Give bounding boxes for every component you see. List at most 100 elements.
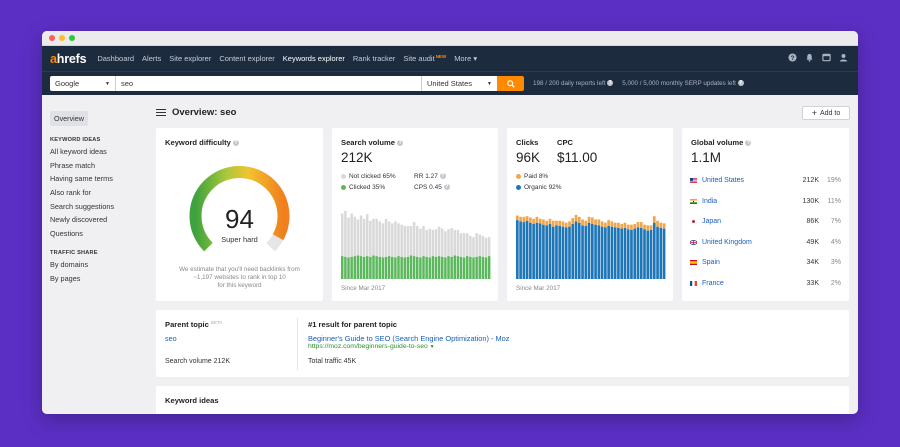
clicks-bar-paid[interactable] <box>597 219 601 226</box>
clicks-bar-organic[interactable] <box>597 225 601 279</box>
clicks-bar-organic[interactable] <box>623 227 627 279</box>
result-url[interactable]: https://moz.com/beginners-guide-to-seo ▼ <box>308 343 435 350</box>
nav-more[interactable]: More ▾ <box>454 54 478 63</box>
sv-bar-clicked[interactable] <box>437 256 441 279</box>
clicks-bar-paid[interactable] <box>581 219 584 226</box>
sv-bar-not-clicked[interactable] <box>369 220 372 257</box>
clicks-bar-paid[interactable] <box>558 220 562 226</box>
nav-site-audit[interactable]: Site auditNEW <box>403 54 447 63</box>
sv-bar-clicked[interactable] <box>378 256 382 279</box>
maximize-window-button[interactable] <box>69 35 75 41</box>
sv-bar-clicked[interactable] <box>406 256 410 279</box>
sv-bar-not-clicked[interactable] <box>375 218 378 257</box>
sv-bar-clicked[interactable] <box>441 256 444 279</box>
clicks-bar-paid[interactable] <box>636 222 640 228</box>
gv-country-link[interactable]: France <box>702 279 724 287</box>
sv-bar-not-clicked[interactable] <box>419 228 422 258</box>
clicks-bar-paid[interactable] <box>626 224 630 230</box>
clicks-bar-paid[interactable] <box>587 216 591 223</box>
sv-bar-clicked[interactable] <box>462 257 466 279</box>
clicks-bar-organic[interactable] <box>542 224 545 279</box>
clicks-bar-organic[interactable] <box>522 222 526 279</box>
sv-bar-not-clicked[interactable] <box>378 221 382 257</box>
clicks-bar-organic[interactable] <box>551 226 555 279</box>
clicks-bar-organic[interactable] <box>581 225 584 279</box>
parent-topic-link[interactable]: seo <box>165 334 177 343</box>
add-to-button[interactable]: + Add to <box>802 106 850 120</box>
sv-bar-clicked[interactable] <box>353 256 357 279</box>
sv-bar-not-clicked[interactable] <box>462 233 466 258</box>
sv-bar-not-clicked[interactable] <box>412 222 416 257</box>
clicks-bar-organic[interactable] <box>656 226 659 279</box>
sv-bar-not-clicked[interactable] <box>434 229 438 257</box>
sidebar-item-newly-discovered[interactable]: Newly discovered <box>50 215 108 225</box>
clicks-bar-paid[interactable] <box>551 220 555 227</box>
clicks-bar-paid[interactable] <box>643 224 646 230</box>
clicks-bar-paid[interactable] <box>555 220 558 226</box>
gv-country-link[interactable]: Japan <box>702 218 722 225</box>
clicks-bar-organic[interactable] <box>600 226 604 279</box>
nav-keywords-explorer[interactable]: Keywords explorer <box>282 54 345 63</box>
sv-bar-clicked[interactable] <box>447 256 450 279</box>
clicks-bar-organic[interactable] <box>545 225 549 279</box>
clicks-bar-paid[interactable] <box>529 217 532 223</box>
clicks-bar-paid[interactable] <box>646 225 650 231</box>
nav-rank-tracker[interactable]: Rank tracker <box>352 54 396 63</box>
sv-bar-not-clicked[interactable] <box>397 223 400 257</box>
clicks-bar-paid[interactable] <box>522 216 526 223</box>
sv-bar-clicked[interactable] <box>344 256 347 279</box>
clicks-bar-paid[interactable] <box>542 219 545 225</box>
clicks-bar-organic[interactable] <box>519 221 522 279</box>
clicks-bar-paid[interactable] <box>548 218 552 225</box>
clicks-bar-organic[interactable] <box>617 227 620 279</box>
sv-bar-not-clicked[interactable] <box>381 223 385 258</box>
sv-bar-clicked[interactable] <box>387 256 391 279</box>
sv-bar-not-clicked[interactable] <box>387 221 391 257</box>
sv-bar-clicked[interactable] <box>419 257 422 279</box>
window-icon[interactable] <box>822 53 831 64</box>
result-title-link[interactable]: Beginner's Guide to SEO (Search Engine O… <box>308 334 510 343</box>
sv-bar-clicked[interactable] <box>347 257 350 279</box>
sidebar-item-phrase-match[interactable]: Phrase match <box>50 160 96 170</box>
clicks-bar-paid[interactable] <box>652 216 656 223</box>
sv-bar-not-clicked[interactable] <box>453 229 457 256</box>
clicks-bar-paid[interactable] <box>649 225 653 230</box>
clicks-bar-organic[interactable] <box>535 222 539 279</box>
clicks-bar-paid[interactable] <box>525 216 529 221</box>
clicks-bar-organic[interactable] <box>525 220 529 279</box>
sidebar-item-by-domains[interactable]: By domains <box>50 260 89 270</box>
clicks-bar-organic[interactable] <box>555 225 558 279</box>
sv-bar-clicked[interactable] <box>450 256 453 279</box>
clicks-bar-organic[interactable] <box>564 227 568 279</box>
sv-bar-not-clicked[interactable] <box>469 235 472 257</box>
clicks-bar-paid[interactable] <box>538 218 542 224</box>
clicks-bar-organic[interactable] <box>643 229 646 279</box>
sv-bar-not-clicked[interactable] <box>353 216 357 257</box>
clicks-bar-paid[interactable] <box>535 216 539 223</box>
info-icon[interactable]: ? <box>397 140 404 146</box>
nav-site-explorer[interactable]: Site explorer <box>169 54 212 63</box>
sidebar-item-all-keyword-ideas[interactable]: All keyword ideas <box>50 147 107 156</box>
sv-bar-not-clicked[interactable] <box>431 229 435 257</box>
sv-bar-clicked[interactable] <box>434 256 438 279</box>
clicks-bar-organic[interactable] <box>659 227 663 279</box>
sv-bar-not-clicked[interactable] <box>487 237 491 257</box>
sv-bar-not-clicked[interactable] <box>437 226 441 257</box>
clicks-bar-organic[interactable] <box>610 226 614 279</box>
clicks-bar-organic[interactable] <box>548 224 552 279</box>
info-icon[interactable]: ? <box>439 173 446 180</box>
sv-bar-clicked[interactable] <box>403 257 407 279</box>
sv-bar-not-clicked[interactable] <box>484 237 488 258</box>
sv-bar-clicked[interactable] <box>409 255 413 279</box>
sv-bar-clicked[interactable] <box>456 256 460 279</box>
clicks-bar-paid[interactable] <box>594 219 597 225</box>
clicks-bar-paid[interactable] <box>620 224 624 229</box>
sv-bar-not-clicked[interactable] <box>344 210 347 257</box>
clicks-bar-paid[interactable] <box>630 224 633 230</box>
nav-alerts[interactable]: Alerts <box>142 54 162 63</box>
clicks-bar-paid[interactable] <box>561 221 565 227</box>
sv-bar-not-clicked[interactable] <box>347 217 350 258</box>
clicks-bar-organic[interactable] <box>652 222 656 279</box>
sidebar-item-overview[interactable]: Overview <box>50 111 88 126</box>
sv-bar-clicked[interactable] <box>375 256 378 279</box>
